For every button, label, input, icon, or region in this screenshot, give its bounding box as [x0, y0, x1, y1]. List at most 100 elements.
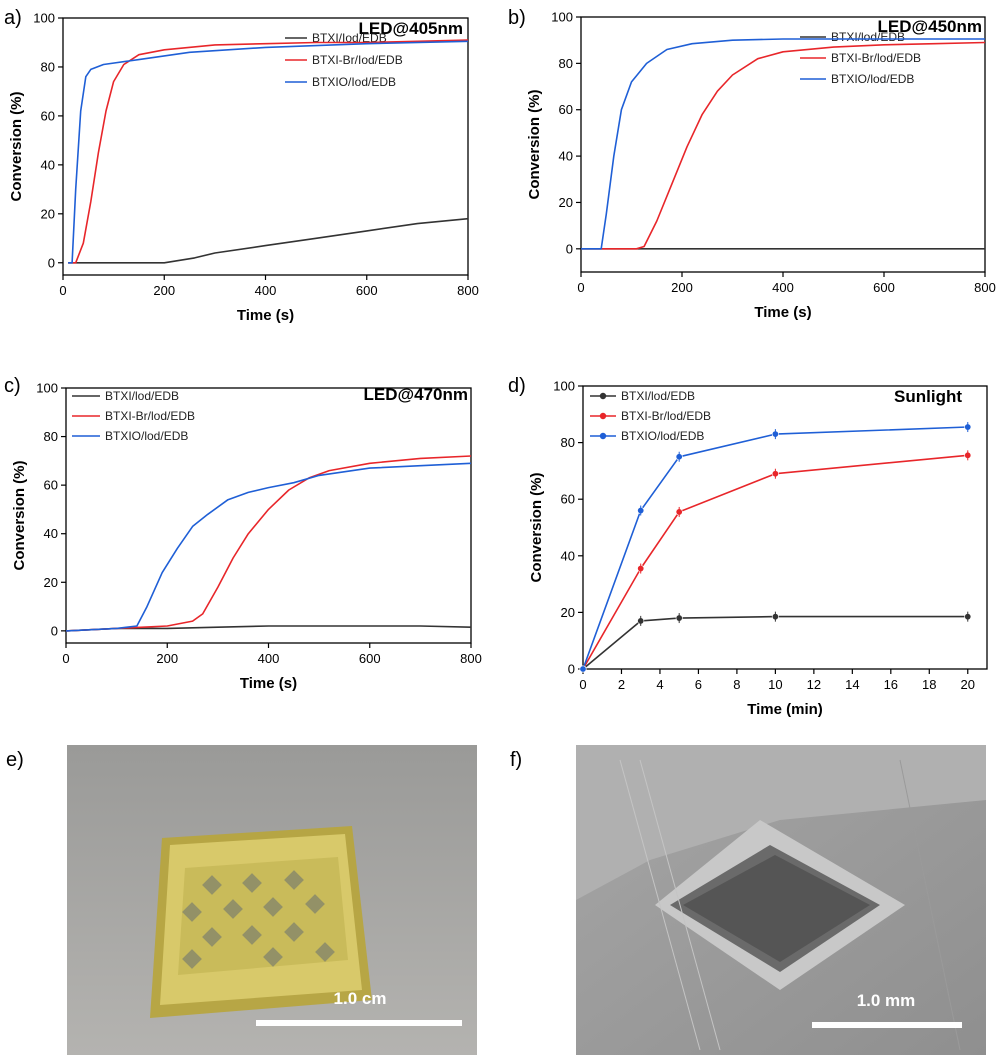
axes-frame: [65, 387, 472, 644]
scale-bar-label-f: 1.0 mm: [857, 991, 916, 1010]
panel-label: c): [4, 375, 21, 397]
y-tick-label: 60: [559, 102, 573, 117]
x-tick-label: 6: [695, 677, 702, 692]
series-line-2: [581, 38, 985, 250]
chart-panel-b: 0 200 400 600 800 0 20 40 60 80 100 Time (s) Convers…: [508, 7, 996, 321]
chart-panel-d: 0 2 4 6 8 10 12 14 16 18 20 0 20 40 60 80 100 Time (min) C…: [508, 375, 988, 718]
y-tick-label: 40: [41, 157, 55, 172]
chart-title: LED@450nm: [878, 17, 982, 36]
y-tick-label: 80: [44, 429, 58, 444]
y-tick-label: 60: [44, 478, 58, 493]
x-tick-label: 12: [807, 677, 821, 692]
panel-label-e: e): [6, 749, 24, 771]
x-tick-label: 0: [62, 651, 69, 666]
series-line-1: [65, 455, 472, 632]
x-tick-label: 600: [873, 280, 895, 295]
x-tick-label: 0: [59, 283, 66, 298]
chart-title: LED@470nm: [364, 385, 468, 404]
x-tick-label: 0: [577, 280, 584, 295]
y-tick-label: 0: [51, 623, 58, 638]
legend-label: BTXI-Br/lod/EDB: [621, 409, 711, 423]
y-tick-label: 40: [44, 526, 58, 541]
y-tick-label: 60: [561, 492, 575, 507]
legend-marker: [599, 392, 607, 400]
axes-frame: [580, 16, 986, 273]
x-tick-label: 800: [974, 280, 996, 295]
panel-label: d): [508, 375, 526, 397]
x-tick-label: 400: [772, 280, 794, 295]
y-tick-label: 100: [551, 10, 573, 25]
x-tick-label: 0: [579, 677, 586, 692]
series-line-0: [68, 217, 469, 264]
chart-title: Sunlight: [894, 387, 962, 406]
x-tick-label: 400: [258, 651, 280, 666]
y-axis-label: Conversion (%): [526, 89, 543, 199]
x-tick-label: 14: [845, 677, 859, 692]
x-tick-label: 200: [671, 280, 693, 295]
panel-label: b): [508, 7, 526, 29]
axes-frame: [582, 385, 988, 670]
photo-panel-f: f) 1.0 mm: [510, 745, 986, 1055]
y-tick-label: 100: [36, 381, 58, 396]
y-tick-label: 20: [41, 206, 55, 221]
y-tick-label: 100: [553, 379, 575, 394]
series-line-1: [68, 39, 469, 264]
chart-panel-c: 0 200 400 600 800 0 20 40 60 80 100 Time (s) Convers…: [4, 375, 482, 692]
scale-bar-f: [812, 1022, 962, 1028]
x-tick-label: 600: [356, 283, 378, 298]
panel-label: a): [4, 7, 22, 29]
x-tick-label: 20: [961, 677, 975, 692]
y-tick-label: 20: [559, 195, 573, 210]
x-tick-label: 800: [460, 651, 482, 666]
x-tick-label: 8: [733, 677, 740, 692]
printed-object-image: [150, 826, 372, 1018]
y-tick-label: 100: [33, 11, 55, 26]
panel-label-f: f): [510, 749, 522, 771]
y-axis-label: Conversion (%): [528, 472, 545, 582]
legend-label: BTXIO/lod/EDB: [621, 429, 704, 443]
series-line-2: [582, 426, 968, 670]
x-tick-label: 200: [153, 283, 175, 298]
legend-label: BTXI/lod/EDB: [831, 30, 905, 44]
legend-label: BTXIO/Iod/EDB: [312, 75, 396, 89]
chart-title: LED@405nm: [359, 19, 463, 38]
sem-cavity-image: [576, 745, 986, 1051]
legend-label: BTXI/lod/EDB: [621, 389, 695, 403]
y-tick-label: 20: [44, 575, 58, 590]
x-tick-label: 2: [618, 677, 625, 692]
y-axis-label: Conversion (%): [8, 91, 25, 201]
legend-label: BTXI-Br/lod/EDB: [105, 409, 195, 423]
x-tick-label: 600: [359, 651, 381, 666]
y-tick-label: 40: [559, 149, 573, 164]
data-point: [579, 665, 587, 673]
y-tick-label: 20: [561, 605, 575, 620]
x-axis-label: Time (s): [754, 304, 811, 321]
series-line-1: [581, 41, 986, 250]
y-tick-label: 0: [566, 241, 573, 256]
legend-label: BTXIO/lod/EDB: [831, 72, 914, 86]
x-tick-label: 200: [156, 651, 178, 666]
legend-label: BTXI/Iod/EDB: [312, 31, 387, 45]
x-tick-label: 4: [656, 677, 663, 692]
chart-panel-a: 0 200 400 600 800 0 20 40 60 80 100 Time (s) Convers…: [4, 7, 479, 324]
y-tick-label: 60: [41, 108, 55, 123]
legend-label: BTXI/lod/EDB: [105, 389, 179, 403]
legend-label: BTXI-Br/lod/EDB: [831, 51, 921, 65]
x-axis-label: Time (min): [747, 701, 823, 718]
x-tick-label: 18: [922, 677, 936, 692]
x-tick-label: 800: [457, 283, 479, 298]
y-tick-label: 80: [559, 56, 573, 71]
y-axis-label: Conversion (%): [11, 460, 28, 570]
legend-marker: [599, 412, 607, 420]
legend-label: BTXI-Br/Iod/EDB: [312, 53, 403, 67]
scale-bar-e: [256, 1020, 462, 1026]
series-line-2: [65, 462, 472, 632]
y-tick-label: 40: [561, 548, 575, 563]
series-line-2: [68, 40, 469, 264]
y-tick-label: 0: [48, 255, 55, 270]
y-tick-label: 80: [561, 435, 575, 450]
x-axis-label: Time (s): [240, 675, 297, 692]
x-tick-label: 10: [768, 677, 782, 692]
y-tick-label: 80: [41, 59, 55, 74]
